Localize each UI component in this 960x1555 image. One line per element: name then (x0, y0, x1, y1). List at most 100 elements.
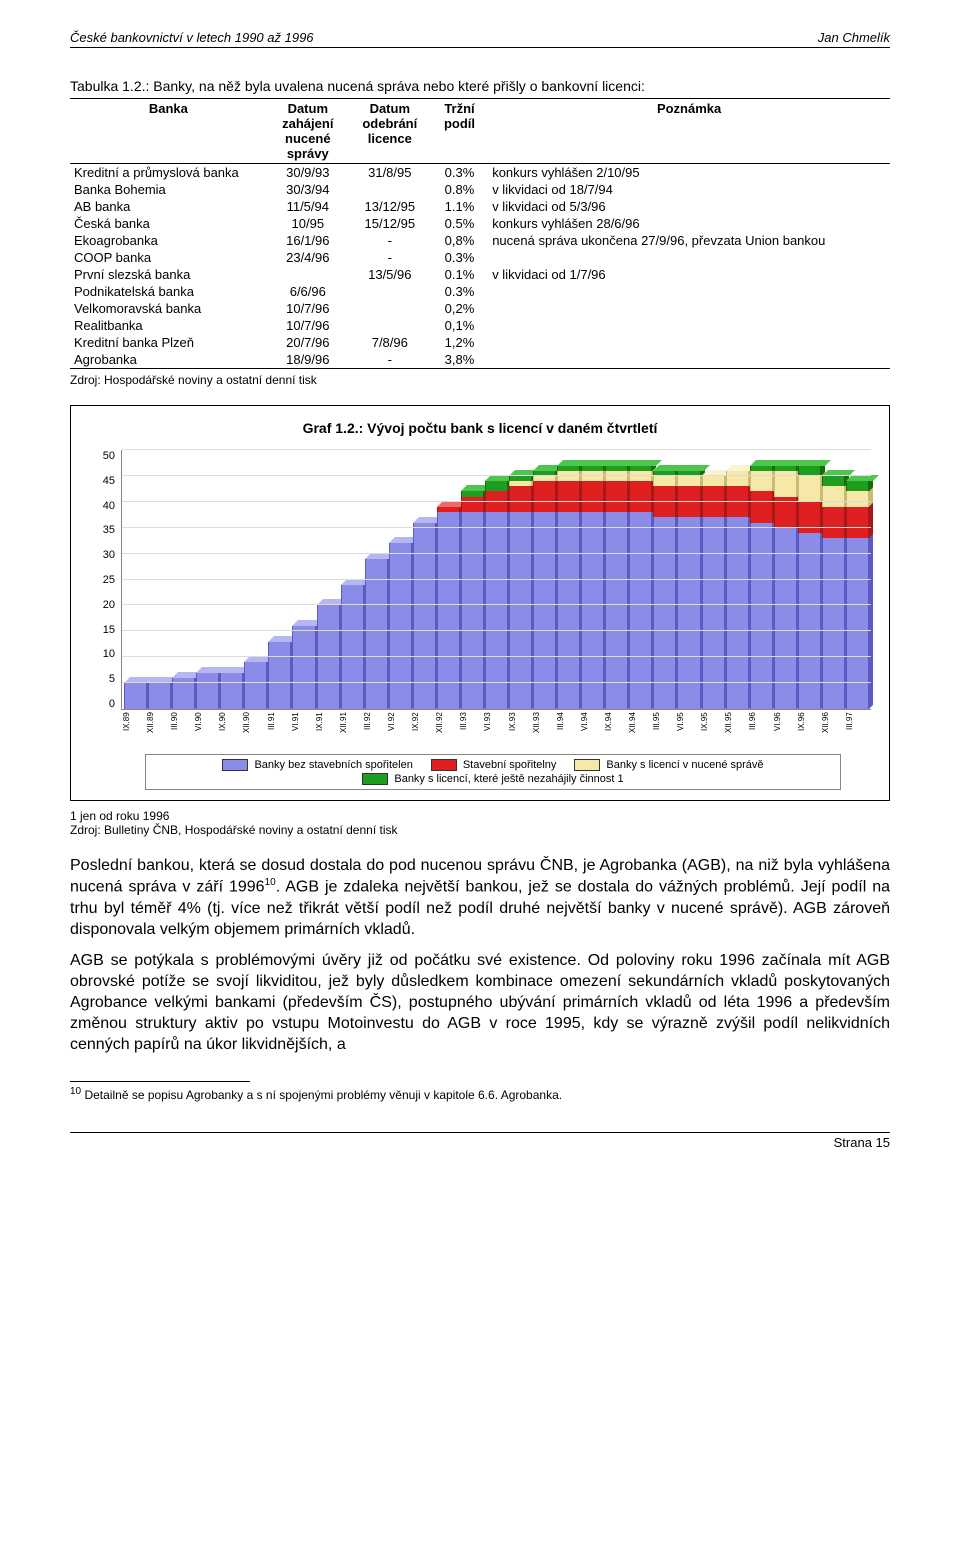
table-row: Kreditní a průmyslová banka30/9/9331/8/9… (70, 164, 890, 182)
running-head: České bankovnictví v letech 1990 až 1996… (70, 30, 890, 48)
cell-share: 0,1% (431, 317, 488, 334)
chart-footnote-2: Zdroj: Bulletiny ČNB, Hospodářské noviny… (70, 823, 890, 837)
table-row: Podnikatelská banka6/6/960.3% (70, 283, 890, 300)
cell-note (488, 351, 890, 369)
legend-label: Stavební spořitelny (463, 759, 557, 771)
chart-y-axis: 50454035302520151050 (89, 450, 121, 710)
bar (605, 466, 628, 709)
cell-bank: Kreditní banka Plzeň (70, 334, 267, 351)
table-row: Agrobanka18/9/96-3,8% (70, 351, 890, 369)
x-tick: XII.92 (436, 712, 459, 746)
bar (389, 543, 412, 709)
chart-container: Graf 1.2.: Vývoj počtu bank s licencí v … (70, 405, 890, 801)
x-tick: XII.94 (629, 712, 652, 746)
x-tick: XII.96 (822, 712, 845, 746)
cell-share: 1,2% (431, 334, 488, 351)
x-tick: III.95 (653, 712, 676, 746)
x-tick: VI.95 (677, 712, 700, 746)
footnote-separator (70, 1081, 250, 1082)
legend-swatch (222, 759, 248, 771)
table-row: Banka Bohemia30/3/940.8%v likvidaci od 1… (70, 181, 890, 198)
chart-legend: Banky bez stavebních spořitelen Stavební … (145, 754, 841, 790)
x-tick: VI.94 (581, 712, 604, 746)
legend-label: Banky s licencí v nucené správě (606, 759, 763, 771)
bar (726, 471, 749, 709)
x-tick: III.97 (846, 712, 869, 746)
y-tick: 40 (103, 500, 115, 512)
cell-bank: Realitbanka (70, 317, 267, 334)
bar (846, 481, 869, 709)
cell-share: 0.1% (431, 266, 488, 283)
y-tick: 15 (103, 624, 115, 636)
cell-bank: První slezská banka (70, 266, 267, 283)
bar (365, 559, 388, 709)
cell-d1: 23/4/96 (267, 249, 349, 266)
cell-share: 0,8% (431, 232, 488, 249)
bar (244, 662, 267, 709)
x-tick: III.93 (460, 712, 483, 746)
cell-share: 3,8% (431, 351, 488, 369)
x-tick: IX.95 (701, 712, 724, 746)
cell-share: 1.1% (431, 198, 488, 215)
x-tick: VI.91 (292, 712, 315, 746)
footnote-ref-10: 10 (265, 877, 276, 888)
y-tick: 35 (103, 524, 115, 536)
cell-share: 0,2% (431, 300, 488, 317)
y-tick: 20 (103, 599, 115, 611)
cell-d1: 20/7/96 (267, 334, 349, 351)
bar (798, 466, 821, 709)
cell-bank: Ekoagrobanka (70, 232, 267, 249)
bar (292, 626, 315, 709)
cell-d1: 18/9/96 (267, 351, 349, 369)
bar (750, 466, 773, 709)
table-row: AB banka11/5/9413/12/951.1%v likvidaci o… (70, 198, 890, 215)
table-row: Realitbanka10/7/960,1% (70, 317, 890, 334)
cell-d1: 30/3/94 (267, 181, 349, 198)
bar (268, 642, 291, 709)
x-tick: IX.94 (605, 712, 628, 746)
chart-x-axis: IX.89XII.89III.90VI.90IX.90XII.90III.91V… (121, 710, 871, 746)
cell-d1: 10/7/96 (267, 300, 349, 317)
bar (437, 507, 460, 709)
bar (148, 683, 171, 709)
chart-title: Graf 1.2.: Vývoj počtu bank s licencí v … (89, 420, 871, 436)
cell-bank: Banka Bohemia (70, 181, 267, 198)
legend-item: Banky s licencí, které ještě nezahájily … (362, 773, 623, 785)
cell-note: v likvidaci od 5/3/96 (488, 198, 890, 215)
cell-note (488, 317, 890, 334)
th-bank: Banka (70, 99, 267, 164)
endnote-sup: 10 (70, 1086, 81, 1097)
cell-bank: Podnikatelská banka (70, 283, 267, 300)
chart-footnote-1: 1 jen od roku 1996 (70, 809, 890, 823)
legend-item: Stavební spořitelny (431, 759, 557, 771)
cell-d2 (349, 283, 431, 300)
bar (774, 466, 797, 709)
cell-d1: 30/9/93 (267, 164, 349, 182)
running-head-left: České bankovnictví v letech 1990 až 1996 (70, 30, 314, 45)
x-tick: IX.96 (798, 712, 821, 746)
bar (413, 523, 436, 709)
legend-label: Banky bez stavebních spořitelen (254, 759, 412, 771)
bar (341, 585, 364, 709)
cell-bank: Kreditní a průmyslová banka (70, 164, 267, 182)
bar (533, 471, 556, 709)
cell-note (488, 300, 890, 317)
cell-d2 (349, 317, 431, 334)
table-caption: Tabulka 1.2.: Banky, na něž byla uvalena… (70, 78, 890, 94)
bar (822, 476, 845, 709)
chart-plot (121, 450, 871, 710)
cell-d2: - (349, 351, 431, 369)
x-tick: XII.95 (725, 712, 748, 746)
cell-d1: 6/6/96 (267, 283, 349, 300)
bar (196, 673, 219, 709)
endnote-text: Detailně se popisu Agrobanky a s ní spoj… (81, 1088, 562, 1102)
bar (124, 683, 147, 709)
legend-swatch (431, 759, 457, 771)
th-note: Poznámka (488, 99, 890, 164)
page-footer: Strana 15 (70, 1132, 890, 1150)
x-tick: XII.90 (243, 712, 266, 746)
cell-note: v likvidaci od 1/7/96 (488, 266, 890, 283)
cell-note (488, 334, 890, 351)
cell-bank: Agrobanka (70, 351, 267, 369)
cell-d2: 13/5/96 (349, 266, 431, 283)
